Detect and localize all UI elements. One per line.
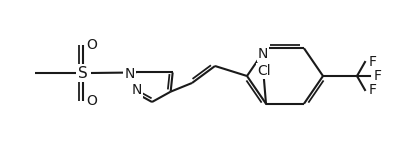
Text: O: O — [87, 38, 97, 52]
Text: N: N — [131, 83, 141, 97]
Text: S: S — [78, 66, 88, 81]
Text: N: N — [124, 67, 135, 82]
Text: O: O — [87, 94, 97, 108]
Text: F: F — [369, 83, 377, 97]
Text: F: F — [374, 69, 382, 83]
Text: N: N — [258, 47, 268, 61]
Text: Cl: Cl — [257, 64, 271, 78]
Text: F: F — [369, 55, 377, 69]
